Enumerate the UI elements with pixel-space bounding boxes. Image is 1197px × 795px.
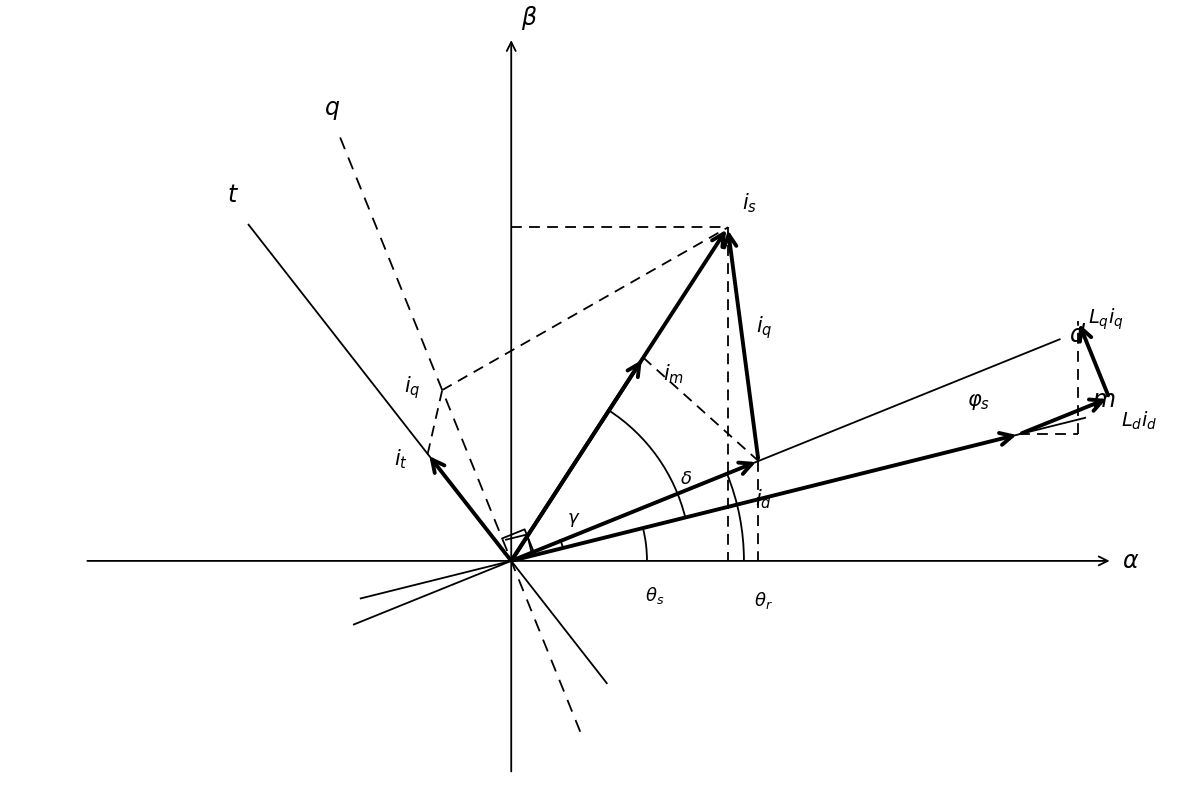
Text: $\delta$: $\delta$ bbox=[680, 470, 692, 488]
Text: $\gamma$: $\gamma$ bbox=[567, 511, 581, 529]
Text: $L_d i_d$: $L_d i_d$ bbox=[1122, 410, 1157, 432]
Text: $i_q$: $i_q$ bbox=[757, 314, 772, 341]
Text: $i_q$: $i_q$ bbox=[403, 374, 420, 401]
Text: $q$: $q$ bbox=[324, 98, 340, 122]
Text: $d$: $d$ bbox=[1069, 323, 1086, 347]
Text: $t$: $t$ bbox=[227, 184, 239, 207]
Text: $\theta_r$: $\theta_r$ bbox=[754, 590, 773, 611]
Text: $\beta$: $\beta$ bbox=[521, 5, 537, 33]
Text: $\varphi_s$: $\varphi_s$ bbox=[967, 393, 990, 413]
Text: $\theta_s$: $\theta_s$ bbox=[645, 585, 664, 606]
Text: $L_q i_q$: $L_q i_q$ bbox=[1088, 306, 1124, 332]
Text: $\alpha$: $\alpha$ bbox=[1122, 549, 1140, 573]
Text: $m$: $m$ bbox=[1093, 388, 1116, 412]
Text: $i_m$: $i_m$ bbox=[663, 363, 683, 386]
Text: $i_s$: $i_s$ bbox=[742, 192, 758, 215]
Text: $i_t$: $i_t$ bbox=[394, 447, 408, 471]
Text: $i_d$: $i_d$ bbox=[755, 487, 772, 511]
